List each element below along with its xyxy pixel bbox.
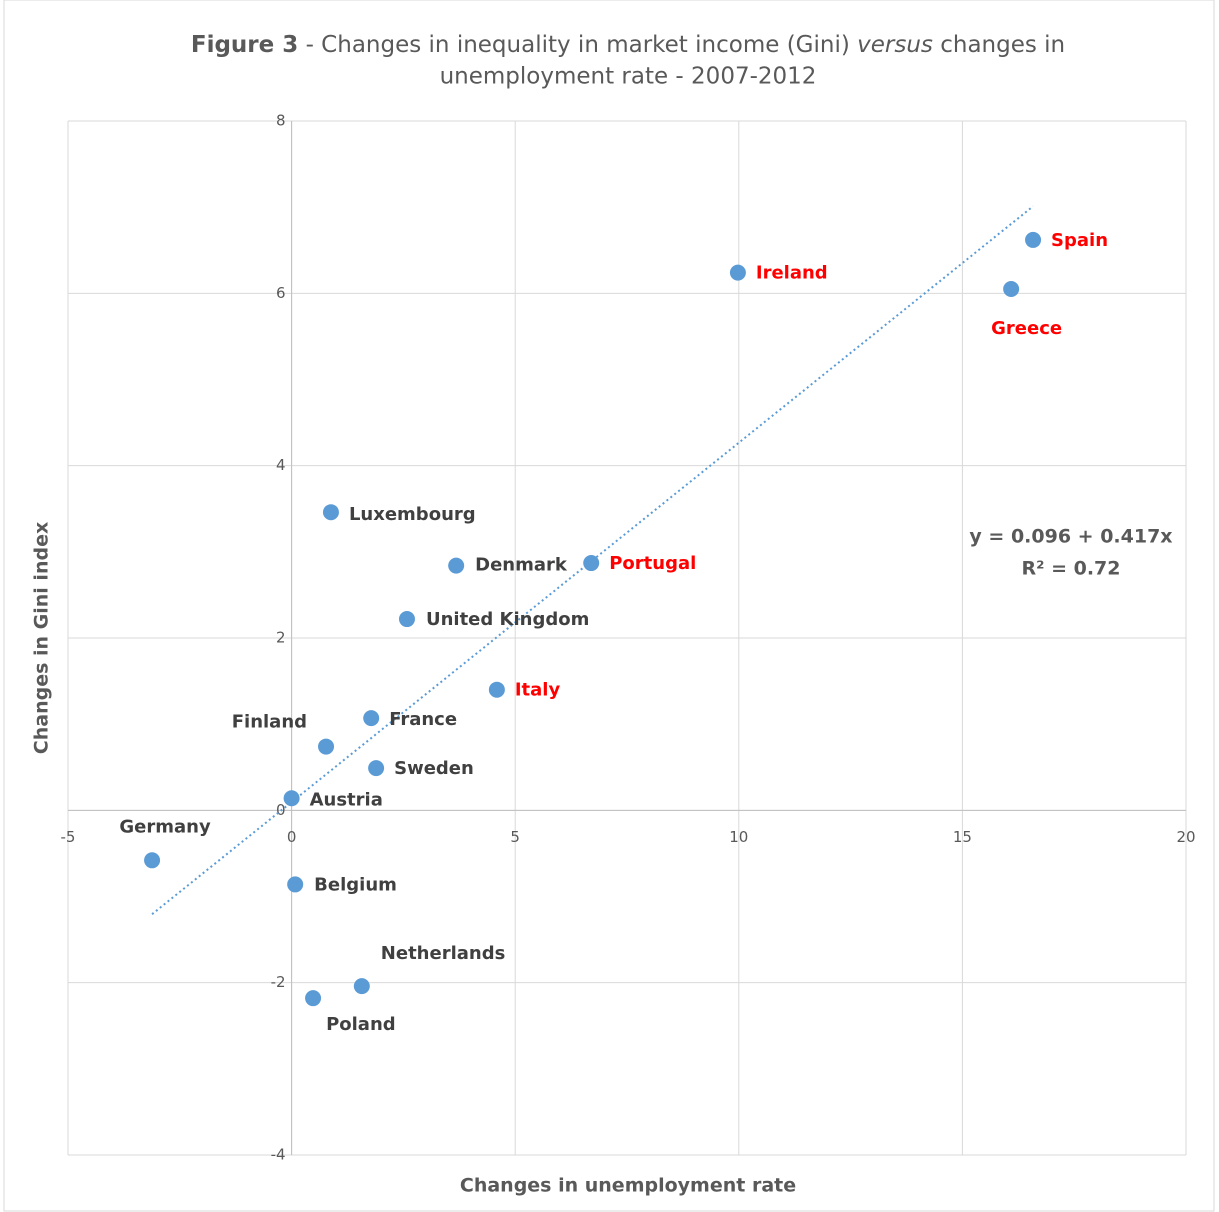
title-part: versus: [857, 32, 933, 58]
point: [363, 710, 380, 727]
point: [318, 738, 335, 755]
x-tick-label: 15: [953, 828, 972, 846]
trendline-equation: y = 0.096 + 0.417x: [969, 526, 1172, 548]
point-label: Finland: [232, 712, 307, 733]
chart-title: unemployment rate - 2007-2012: [440, 64, 817, 90]
x-tick-label: 20: [1176, 828, 1195, 846]
point: [1025, 231, 1042, 248]
x-tick-label: -5: [61, 828, 76, 846]
point: [283, 790, 300, 807]
point-label: Spain: [1051, 230, 1108, 251]
point: [448, 557, 465, 574]
point: [322, 504, 339, 521]
point-label: United Kingdom: [426, 609, 589, 630]
title-part: Figure 3: [191, 32, 298, 58]
point-label: Portugal: [609, 553, 696, 574]
r-squared: R² = 0.72: [1022, 558, 1121, 580]
point: [353, 978, 370, 995]
x-tick-label: 5: [510, 828, 520, 846]
y-tick-label: 6: [276, 284, 286, 302]
point-label: Italy: [515, 680, 561, 701]
point-label: Netherlands: [381, 943, 506, 964]
point-label: Ireland: [756, 263, 828, 284]
point: [398, 611, 415, 628]
point: [305, 990, 322, 1007]
title-part: - Changes in inequality in market income…: [298, 32, 857, 58]
y-axis-label: Changes in Gini index: [31, 522, 53, 754]
point-label: Austria: [310, 789, 383, 810]
point: [488, 681, 505, 698]
point-label: Belgium: [314, 874, 397, 895]
point-label: Germany: [119, 816, 211, 837]
x-axis-label: Changes in unemployment rate: [460, 1175, 796, 1197]
point: [1003, 281, 1020, 298]
x-tick-label: 0: [287, 828, 297, 846]
point-label: France: [389, 709, 457, 730]
chart-title: Figure 3 - Changes in inequality in mark…: [191, 32, 1065, 58]
point-label: Denmark: [475, 555, 568, 576]
point: [729, 264, 746, 281]
point-label: Greece: [991, 318, 1062, 339]
point: [287, 876, 304, 893]
point: [144, 852, 161, 869]
y-tick-label: -4: [271, 1146, 286, 1164]
y-tick-label: -2: [271, 973, 286, 991]
point-label: Sweden: [394, 758, 474, 779]
x-tick-label: 10: [729, 828, 748, 846]
point-label: Luxembourg: [349, 504, 476, 525]
y-tick-label: 4: [276, 456, 286, 474]
y-tick-label: 2: [276, 629, 286, 647]
y-tick-label: 8: [276, 112, 286, 130]
point: [368, 760, 385, 777]
point-label: Poland: [326, 1014, 396, 1035]
chart-border: [3, 0, 1215, 1212]
title-part: changes in: [933, 32, 1065, 58]
point: [583, 555, 600, 572]
